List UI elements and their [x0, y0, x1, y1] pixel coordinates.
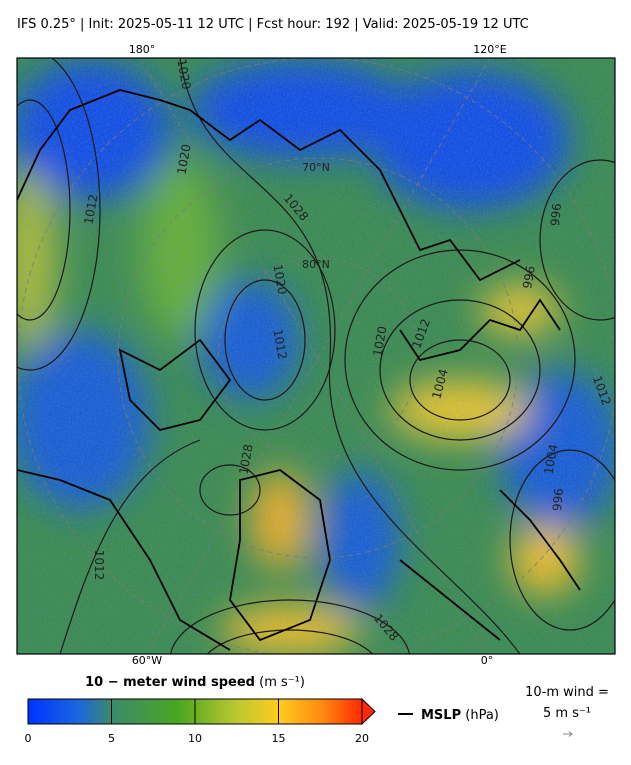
lat-label: 70°N: [302, 161, 330, 174]
wind-legend-arrow: [563, 731, 573, 737]
isobar-label: 1028: [237, 443, 256, 476]
isobar-label: 1012: [82, 193, 101, 226]
map-frame: [16, 57, 616, 655]
isobar-label: 1020: [371, 325, 390, 358]
wind-legend-line1: 10-m wind =: [525, 685, 609, 700]
wind-legend-line2: 5 m s⁻¹: [543, 706, 591, 721]
colorbar-label-unit: (m s⁻¹): [259, 675, 305, 690]
mslp-bold: MSLP: [421, 708, 461, 723]
title: IFS 0.25° | Init: 2025-05-11 12 UTC | Fc…: [17, 17, 529, 32]
lon-label: 0°: [481, 654, 494, 667]
colorbar-tick-label: 10: [188, 732, 202, 745]
isobar-label: 996: [520, 265, 538, 290]
lon-label: 180°: [129, 43, 156, 56]
isobar-label: 1004: [542, 443, 561, 476]
mslp-legend: MSLP (hPa): [421, 708, 499, 723]
isobar-label: 1020: [174, 58, 193, 91]
isobar-label: 996: [548, 203, 564, 227]
colorbar-tick-label: 5: [108, 732, 115, 745]
lat-label: 80°N: [302, 258, 330, 271]
isobar-label: 1020: [175, 143, 194, 176]
colorbar-label-bold: 10 − meter wind speed: [85, 675, 255, 690]
colorbar-label: 10 − meter wind speed (m s⁻¹): [85, 675, 305, 690]
coastlines: [17, 89, 581, 651]
colorbar-tick-label: 20: [355, 732, 369, 745]
mslp-unit: (hPa): [465, 708, 499, 723]
isobar-label: 1020: [270, 263, 289, 296]
isobar-label: 1012: [270, 328, 289, 361]
colorbar-extend: [361, 697, 376, 726]
lon-label: 60°W: [132, 654, 162, 667]
lon-label: 120°E: [473, 43, 506, 56]
map: [17, 58, 615, 654]
colorbar-tick-label: 15: [272, 732, 286, 745]
colorbar-tick-label: 0: [25, 732, 32, 745]
isobar-label: 996: [550, 488, 566, 512]
isobar-label: 1012: [92, 550, 106, 581]
isobars: [17, 58, 615, 654]
